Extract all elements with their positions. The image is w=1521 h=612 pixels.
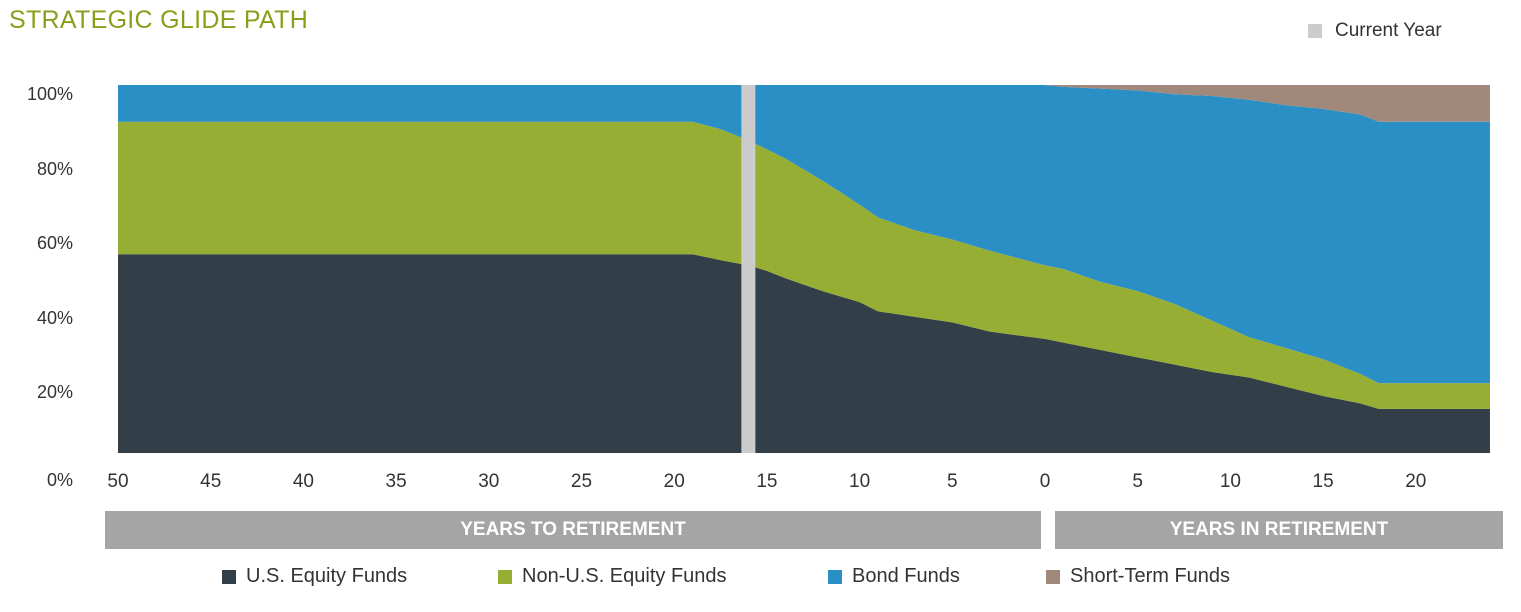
x-tick-label: 10: [849, 471, 870, 492]
x-tick-label: 20: [664, 471, 685, 492]
legend-item-short-term: Short-Term Funds: [1046, 565, 1230, 588]
x-tick-label: 5: [947, 471, 958, 492]
legend-item-us-equity: U.S. Equity Funds: [222, 565, 407, 588]
x-tick-label: 35: [386, 471, 407, 492]
x-tick-label: 40: [293, 471, 314, 492]
x-tick-label: 20: [1405, 471, 1426, 492]
area-bond-funds: [118, 85, 1490, 384]
legend: U.S. Equity Funds Non-U.S. Equity Funds …: [0, 565, 1521, 591]
y-tick-label: 40%: [37, 308, 73, 328]
area-non-u-s-equity-funds: [118, 121, 1490, 409]
legend-swatch: [1046, 569, 1060, 584]
legend-swatch: [222, 569, 236, 584]
years-in-retirement-banner: YEARS IN RETIREMENT: [1055, 511, 1503, 549]
current-year-swatch: [1308, 24, 1322, 38]
legend-label: U.S. Equity Funds: [246, 565, 408, 587]
area-short-term-funds: [118, 85, 1490, 122]
x-tick-label: 15: [1313, 471, 1334, 492]
legend-label: Short-Term Funds: [1070, 565, 1231, 587]
y-tick-label: 20%: [37, 382, 73, 402]
x-tick-label: 5: [1132, 471, 1143, 492]
legend-label: Bond Funds: [852, 565, 960, 587]
x-tick-label: 15: [756, 471, 777, 492]
area-u-s-equity-funds: [118, 254, 1490, 453]
y-tick-label: 80%: [37, 159, 73, 179]
y-tick-label: 0%: [47, 470, 73, 490]
years-to-retirement-banner: YEARS TO RETIREMENT: [105, 511, 1041, 549]
x-tick-label: 0: [1040, 471, 1051, 492]
x-tick-label: 45: [200, 471, 221, 492]
x-tick-label: 30: [478, 471, 499, 492]
chart-title: STRATEGIC GLIDE PATH: [9, 6, 309, 34]
x-tick-label: 50: [107, 471, 128, 492]
x-tick-label: 25: [571, 471, 592, 492]
legend-item-bond: Bond Funds: [828, 565, 960, 588]
y-tick-label: 60%: [37, 233, 73, 253]
legend-swatch: [828, 569, 842, 584]
current-year-legend: Current Year: [1308, 20, 1442, 42]
y-tick-label: 100%: [27, 84, 73, 104]
current-year-marker: [741, 85, 756, 453]
legend-item-non-us-equity: Non-U.S. Equity Funds: [498, 565, 727, 588]
legend-label: Non-U.S. Equity Funds: [522, 565, 727, 587]
x-tick-label: 10: [1220, 471, 1241, 492]
legend-swatch: [498, 569, 512, 584]
current-year-label: Current Year: [1335, 20, 1442, 41]
